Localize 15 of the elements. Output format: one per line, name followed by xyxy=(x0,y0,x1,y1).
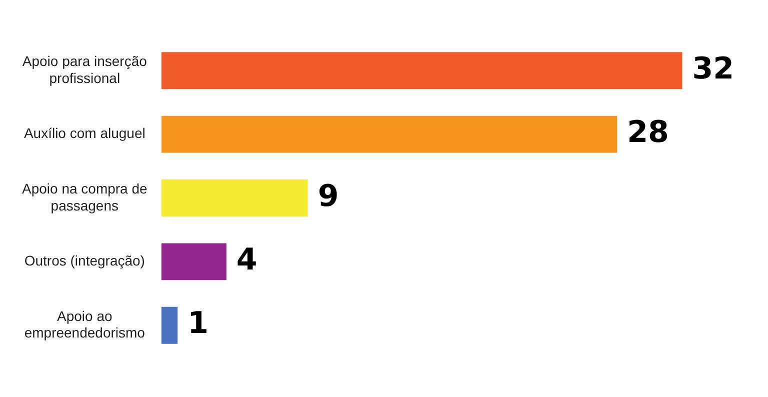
y-tick-label: Auxílio com aluguel xyxy=(24,125,146,142)
bar xyxy=(161,116,618,153)
data-label: 28 xyxy=(627,115,669,150)
data-label: 1 xyxy=(188,306,208,342)
data-label: 32 xyxy=(692,51,734,86)
y-tick-label: Apoio para inserção profissional xyxy=(22,53,148,86)
data-label: 4 xyxy=(236,242,258,278)
y-tick-label: Outros (integração) xyxy=(24,252,145,269)
bar xyxy=(161,243,226,280)
bar xyxy=(161,52,682,90)
bar xyxy=(161,180,308,216)
bar xyxy=(161,306,178,344)
y-tick-label: Apoio ao empreendedorismo xyxy=(24,308,146,341)
data-label: 9 xyxy=(318,178,339,214)
y-tick-label: Apoio na compra de passagens xyxy=(22,180,148,214)
